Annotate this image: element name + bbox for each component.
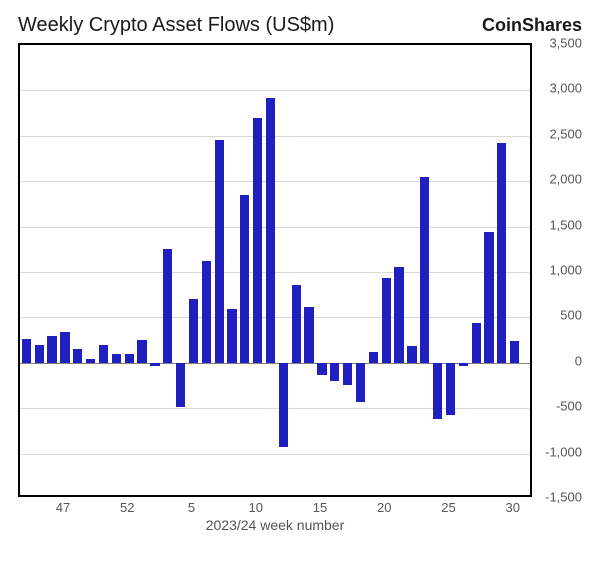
plot-wrap: 2023/24 week number -1,500 -1,000 -500 0 500…	[18, 43, 582, 533]
bar	[484, 232, 493, 363]
grid-line	[20, 90, 530, 91]
bar	[510, 341, 519, 363]
bar	[125, 354, 134, 363]
bar	[369, 352, 378, 363]
y-tick-label: 2,000	[538, 172, 582, 187]
bar	[317, 363, 326, 375]
brand-label: CoinShares	[482, 15, 582, 36]
bar	[433, 363, 442, 419]
bar	[176, 363, 185, 407]
bar	[202, 261, 211, 363]
plot-area	[18, 43, 532, 497]
y-tick-label: 500	[538, 308, 582, 323]
x-tick-label: 25	[441, 500, 455, 515]
y-tick-label: 0	[538, 353, 582, 368]
x-axis-title: 2023/24 week number	[18, 517, 532, 533]
bar	[137, 340, 146, 363]
bar	[279, 363, 288, 447]
bar	[112, 354, 121, 363]
bar	[330, 363, 339, 381]
y-tick-label: -1,500	[538, 490, 582, 505]
y-tick-label: 1,000	[538, 263, 582, 278]
x-tick-label: 52	[120, 500, 134, 515]
x-tick-label: 15	[313, 500, 327, 515]
bar	[382, 278, 391, 362]
x-tick-label: 10	[248, 500, 262, 515]
crypto-flows-chart: Weekly Crypto Asset Flows (US$m) CoinSha…	[0, 0, 600, 580]
grid-line	[20, 454, 530, 455]
y-tick-label: 3,500	[538, 36, 582, 51]
y-tick-label: 3,000	[538, 81, 582, 96]
bar	[356, 363, 365, 402]
bar	[266, 98, 275, 363]
bar	[446, 363, 455, 416]
bar	[99, 345, 108, 363]
bar	[459, 363, 468, 366]
x-tick-label: 30	[505, 500, 519, 515]
y-tick-label: 2,500	[538, 126, 582, 141]
bar	[47, 336, 56, 362]
bar	[73, 349, 82, 363]
x-tick-label: 5	[188, 500, 195, 515]
bar	[86, 359, 95, 363]
bar	[472, 323, 481, 363]
bar	[497, 143, 506, 363]
x-tick-label: 47	[56, 500, 70, 515]
bar	[22, 339, 31, 363]
bar	[407, 346, 416, 363]
bar	[292, 285, 301, 363]
bar	[394, 267, 403, 363]
y-tick-label: 1,500	[538, 217, 582, 232]
bar	[150, 363, 159, 366]
bar	[35, 345, 44, 363]
x-tick-label: 20	[377, 500, 391, 515]
bar	[227, 309, 236, 363]
bar	[253, 118, 262, 363]
y-tick-label: -500	[538, 399, 582, 414]
bar	[343, 363, 352, 386]
bar	[163, 249, 172, 363]
y-tick-label: -1,000	[538, 444, 582, 459]
chart-title: Weekly Crypto Asset Flows (US$m)	[18, 14, 334, 37]
bar	[304, 307, 313, 363]
bar	[215, 140, 224, 362]
chart-header: Weekly Crypto Asset Flows (US$m) CoinSha…	[18, 14, 582, 37]
bar	[189, 299, 198, 363]
bar	[60, 332, 69, 363]
bar	[240, 195, 249, 363]
bar	[420, 177, 429, 363]
